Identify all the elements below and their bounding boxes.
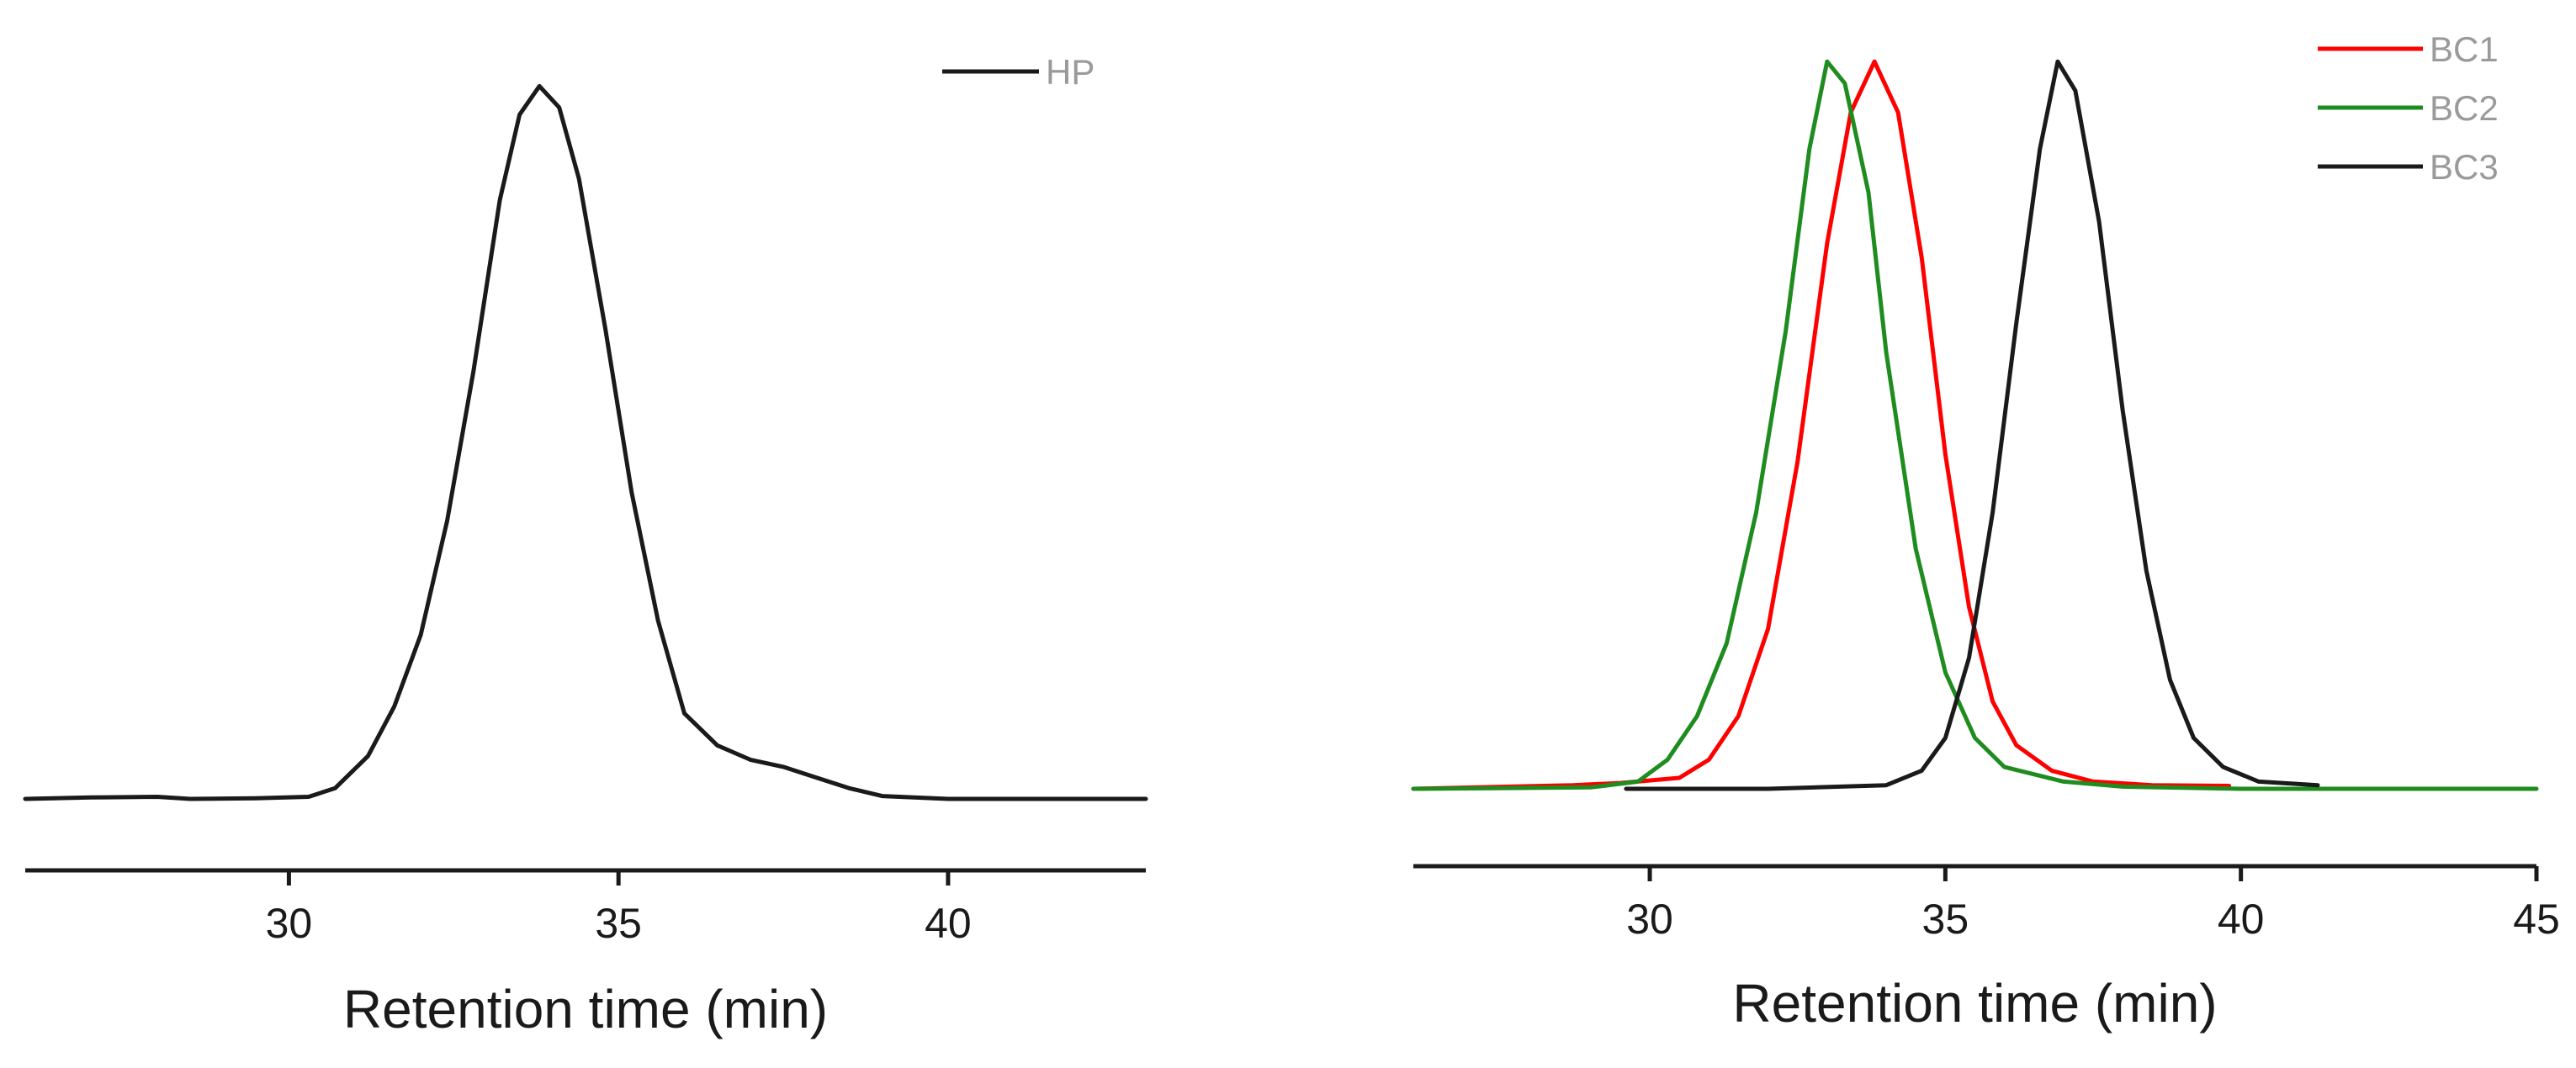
x-tick-label: 30 [266, 900, 313, 947]
x-tick-label: 40 [2218, 896, 2265, 943]
x-tick-label: 35 [1922, 896, 1969, 943]
chart-panel-1: 30 35 40 Retention time (min) HP [23, 52, 1148, 1039]
x-tick-label: 30 [1626, 896, 1673, 943]
legend-label-bc2: BC2 [2430, 88, 2499, 128]
legend-label-bc1: BC1 [2430, 29, 2499, 69]
legend-label-hp: HP [1046, 52, 1095, 92]
legend-label-bc3: BC3 [2430, 147, 2499, 187]
chart-panel-2: 30 35 40 45 Retention time (min) BC1 BC2 BC3 [1411, 29, 2560, 1034]
series-line-bc1 [1411, 59, 2232, 791]
x-axis-title: Retention time (min) [343, 979, 828, 1039]
x-axis-title: Retention time (min) [1732, 973, 2217, 1034]
series-line-bc2 [1411, 59, 2539, 791]
series-line-hp [23, 83, 1148, 801]
series-line-bc3 [1624, 59, 2320, 791]
x-tick-label: 35 [595, 900, 642, 947]
x-tick-label: 40 [925, 900, 972, 947]
x-tick-label: 45 [2513, 896, 2560, 943]
